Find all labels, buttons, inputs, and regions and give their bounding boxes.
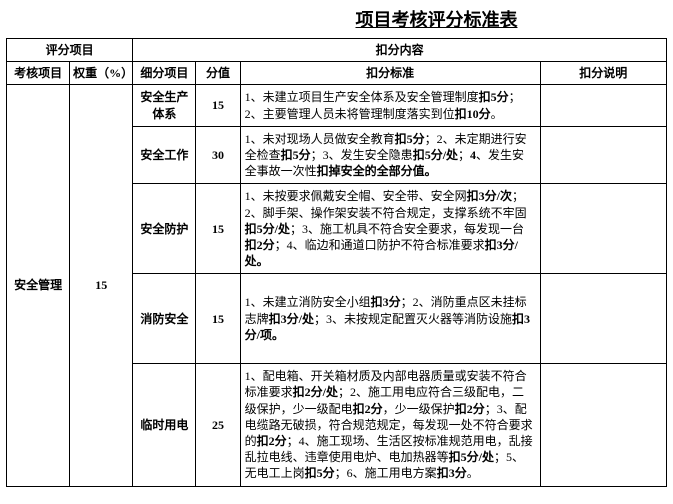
hdr-scoring-items: 评分项目 (7, 39, 133, 62)
hdr-deduction-content: 扣分内容 (133, 39, 667, 62)
table-row: 安全管理 15 安全生产体系 15 1、未建立项目生产安全体系及安全管理制度扣5… (7, 85, 667, 126)
hdr-sub-item: 细分项目 (133, 62, 196, 85)
score-cell: 30 (196, 126, 240, 184)
note-cell (540, 184, 666, 274)
standard-cell: 1、未对现场人员做安全教育扣5分；2、未定期进行安全检查扣5分；3、发生安全隐患… (240, 126, 540, 184)
note-cell (540, 85, 666, 126)
score-cell: 25 (196, 364, 240, 486)
header-row-1: 评分项目 扣分内容 (7, 39, 667, 62)
standard-cell: 1、未建立项目生产安全体系及安全管理制度扣5分； 2、主要管理人员未将管理制度落… (240, 85, 540, 126)
page-title: 项目考核评分标准表 (6, 6, 667, 32)
score-cell: 15 (196, 274, 240, 364)
standard-cell: 1、配电箱、开关箱材质及内部电器质量或安装不符合标准要求扣2分/处；2、施工用电… (240, 364, 540, 486)
sub-item: 安全生产体系 (133, 85, 196, 126)
score-cell: 15 (196, 85, 240, 126)
sub-item: 消防安全 (133, 274, 196, 364)
sub-item: 安全防护 (133, 184, 196, 274)
sub-item: 临时用电 (133, 364, 196, 486)
note-cell (540, 364, 666, 486)
hdr-weight: 权重（%） (70, 62, 133, 85)
hdr-standard: 扣分标准 (240, 62, 540, 85)
note-cell (540, 274, 666, 364)
sub-item: 安全工作 (133, 126, 196, 184)
hdr-assess-item: 考核项目 (7, 62, 70, 85)
hdr-note: 扣分说明 (540, 62, 666, 85)
note-cell (540, 126, 666, 184)
standard-cell: 1、未按要求佩戴安全帽、安全带、安全网扣3分/次；2、脚手架、操作架安装不符合规… (240, 184, 540, 274)
category-name: 安全管理 (7, 85, 70, 486)
hdr-score: 分值 (196, 62, 240, 85)
scoring-table: 评分项目 扣分内容 考核项目 权重（%） 细分项目 分值 扣分标准 扣分说明 安… (6, 38, 667, 487)
category-weight: 15 (70, 85, 133, 486)
score-cell: 15 (196, 184, 240, 274)
header-row-2: 考核项目 权重（%） 细分项目 分值 扣分标准 扣分说明 (7, 62, 667, 85)
standard-cell: 1、未建立消防安全小组扣3分；2、消防重点区未挂标志牌扣3分/处；3、未按规定配… (240, 274, 540, 364)
